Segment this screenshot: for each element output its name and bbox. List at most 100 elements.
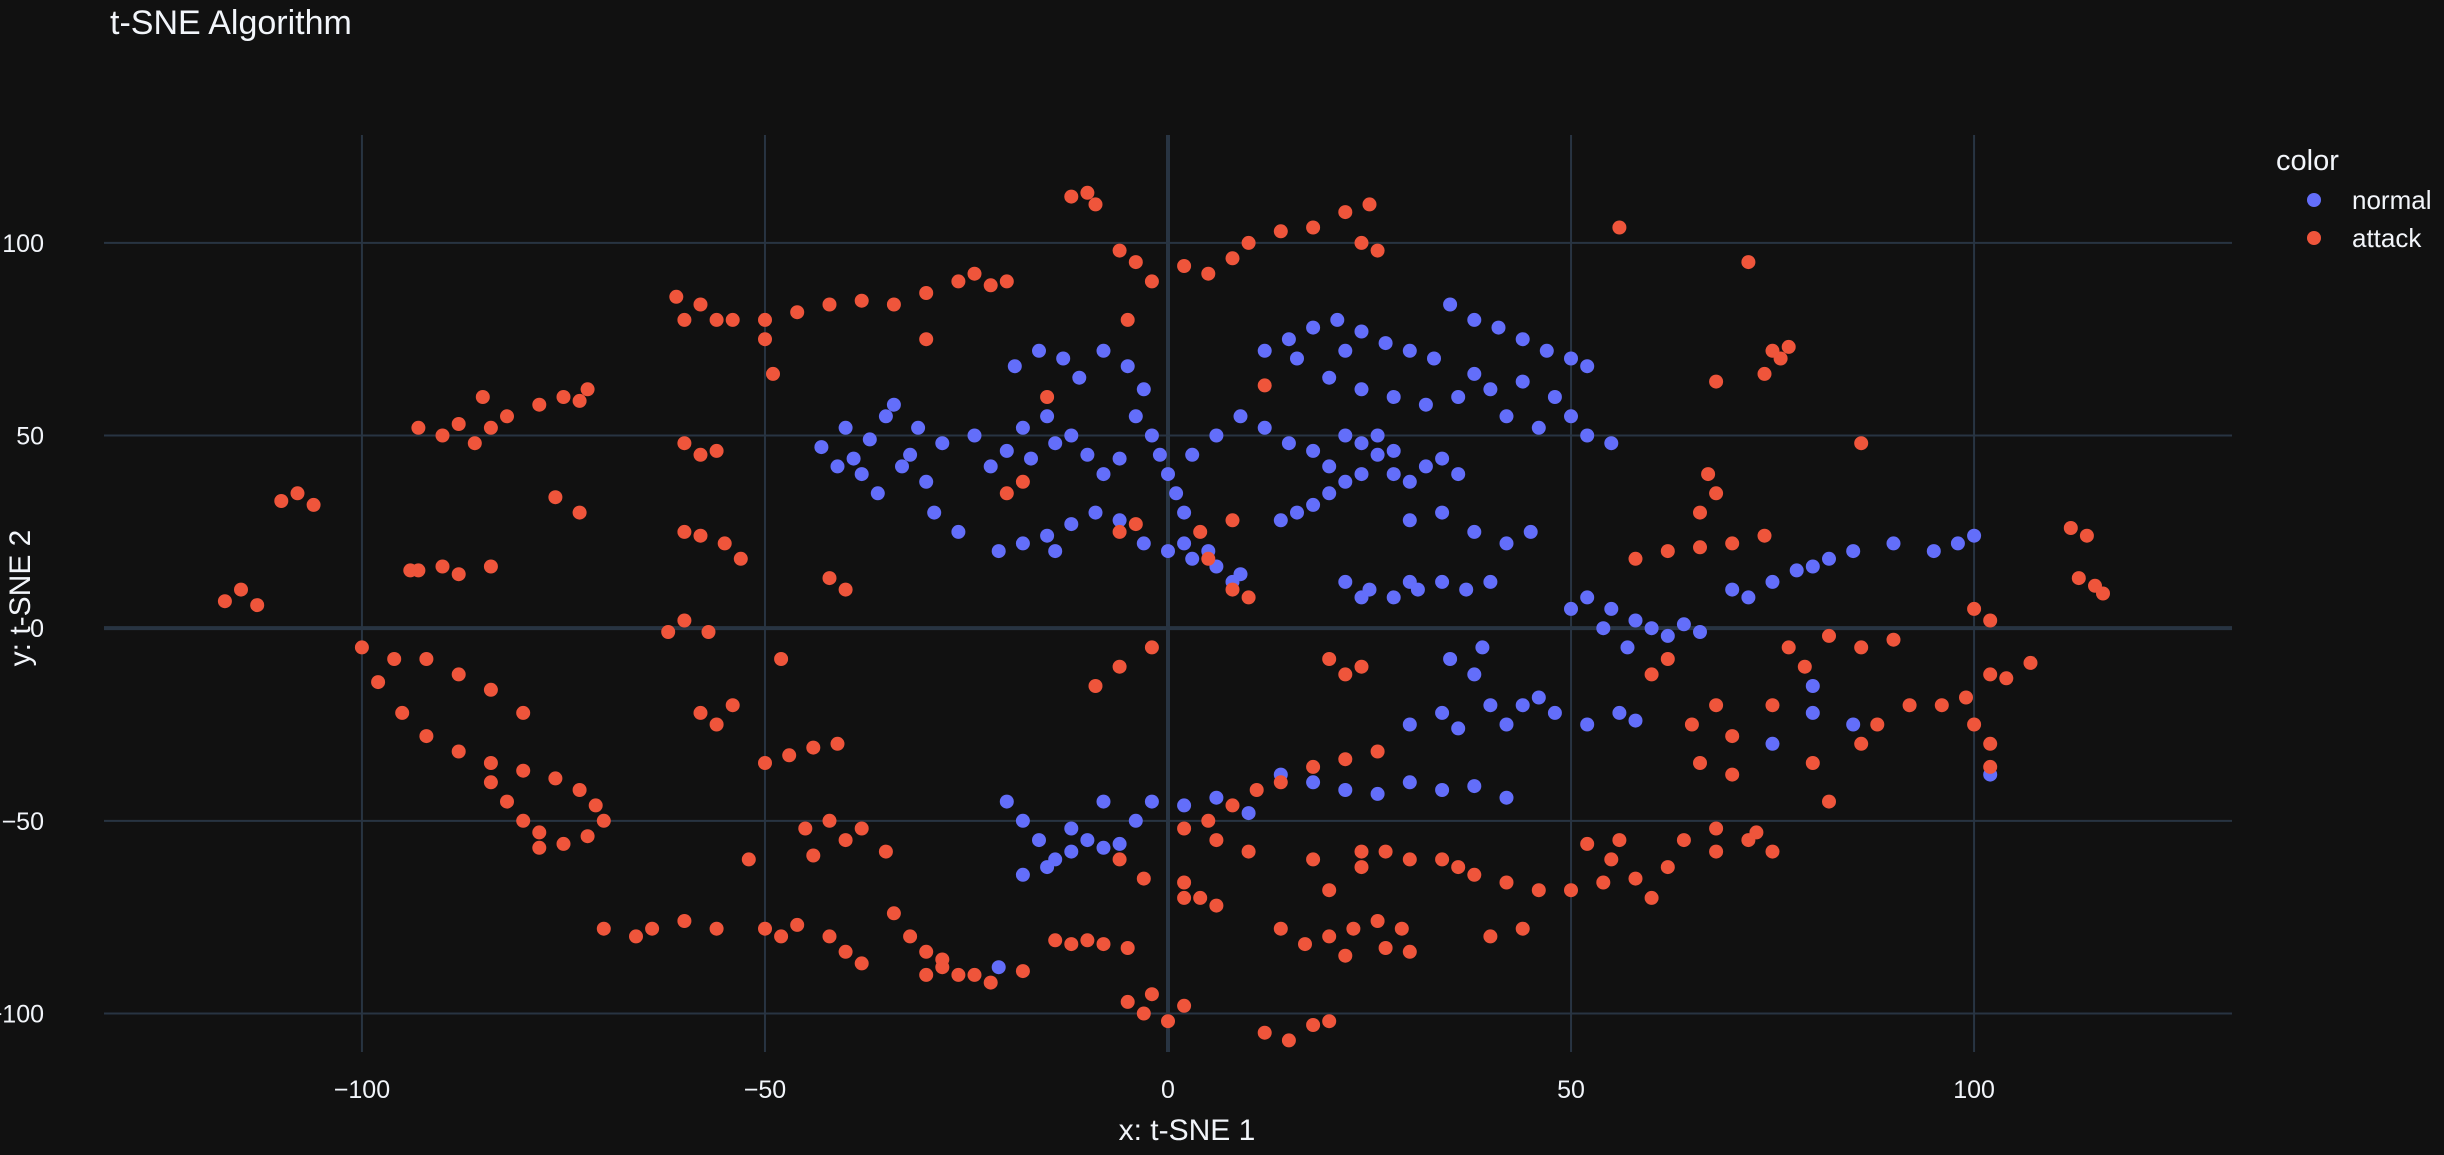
data-point-attack	[935, 952, 950, 967]
data-point-attack	[1144, 640, 1159, 655]
data-point-attack	[1628, 871, 1643, 886]
data-point-attack	[1781, 640, 1796, 655]
data-point-normal	[1378, 336, 1393, 351]
legend-item-normal[interactable]: normal	[2307, 185, 2431, 215]
data-point-normal	[1805, 679, 1820, 693]
data-point-attack	[1370, 914, 1385, 928]
data-point-attack	[1088, 679, 1103, 693]
data-point-normal	[895, 459, 909, 474]
data-point-attack	[516, 705, 531, 720]
data-point-normal	[1354, 436, 1369, 451]
data-point-attack	[1749, 825, 1764, 840]
data-point-attack	[1362, 197, 1377, 212]
data-point-attack	[1854, 436, 1869, 451]
data-point-attack	[677, 436, 692, 451]
data-point-attack	[395, 705, 410, 720]
data-point-normal	[1564, 601, 1578, 616]
data-point-attack	[290, 486, 305, 501]
data-point-normal	[1338, 783, 1353, 797]
data-point-normal	[1161, 544, 1175, 559]
data-point-attack	[919, 944, 934, 959]
data-point-normal	[1096, 794, 1111, 809]
data-point-normal	[1467, 366, 1482, 381]
data-point-attack	[1144, 274, 1159, 289]
data-points	[217, 185, 2110, 1048]
data-point-normal	[935, 436, 950, 451]
data-point-normal	[1950, 536, 1965, 551]
data-point-attack	[983, 278, 998, 293]
legend-marker-normal	[2307, 193, 2321, 207]
data-point-normal	[1015, 420, 1030, 435]
data-point-attack	[1709, 486, 1724, 501]
data-point-normal	[1112, 836, 1127, 851]
data-point-attack	[516, 813, 531, 828]
data-point-normal	[1306, 320, 1321, 335]
data-point-attack	[1604, 852, 1619, 867]
data-point-attack	[548, 490, 563, 505]
data-point-attack	[725, 698, 740, 713]
data-point-normal	[1330, 312, 1345, 327]
data-point-attack	[1015, 474, 1030, 489]
data-point-normal	[1467, 667, 1482, 682]
data-point-normal	[1144, 428, 1159, 443]
data-point-normal	[838, 420, 853, 435]
data-point-normal	[1459, 582, 1474, 597]
data-point-attack	[1306, 852, 1321, 867]
data-point-normal	[1531, 420, 1546, 435]
y-tick-label: −100	[0, 1000, 44, 1028]
chart-title: t-SNE Algorithm	[110, 4, 352, 42]
data-point-normal	[1024, 451, 1038, 466]
data-point-attack	[733, 551, 748, 566]
data-point-attack	[1725, 767, 1740, 782]
data-point-normal	[1402, 775, 1417, 790]
data-point-normal	[1564, 409, 1578, 424]
x-tick-label: 100	[1953, 1076, 1995, 1104]
data-point-normal	[1040, 528, 1055, 543]
legend: color normal attack	[2276, 145, 2431, 253]
data-point-attack	[1354, 235, 1369, 250]
data-point-attack	[1225, 513, 1240, 528]
legend-marker-attack	[2307, 231, 2321, 245]
data-point-normal	[1580, 717, 1595, 732]
data-point-attack	[1209, 898, 1224, 913]
data-point-attack	[661, 625, 676, 639]
data-point-attack	[483, 775, 498, 790]
data-point-normal	[1967, 528, 1982, 543]
data-point-normal	[1547, 705, 1562, 720]
data-point-normal	[1386, 443, 1401, 458]
data-point-attack	[838, 944, 853, 959]
data-point-attack	[419, 729, 434, 744]
data-point-normal	[1418, 397, 1433, 412]
legend-item-attack[interactable]: attack	[2307, 223, 2422, 253]
data-point-attack	[419, 652, 434, 666]
data-point-attack	[669, 289, 684, 304]
data-point-attack	[790, 305, 805, 320]
data-point-attack	[717, 536, 732, 551]
grid	[104, 135, 2232, 1052]
data-point-attack	[1322, 652, 1337, 666]
data-point-normal	[1306, 497, 1321, 512]
data-point-normal	[1402, 717, 1417, 732]
data-point-attack	[1483, 929, 1498, 944]
y-tick-label: 0	[30, 615, 44, 643]
data-point-attack	[1370, 744, 1385, 759]
data-point-normal	[1257, 420, 1272, 435]
data-point-normal	[1257, 343, 1272, 358]
data-point-attack	[1322, 929, 1337, 944]
data-point-attack	[1781, 339, 1796, 354]
data-point-normal	[1483, 574, 1498, 589]
data-point-normal	[830, 459, 845, 474]
data-point-normal	[1096, 343, 1111, 358]
data-point-attack	[1120, 312, 1135, 327]
data-point-attack	[1161, 1014, 1175, 1029]
data-point-normal	[1136, 536, 1151, 551]
data-point-attack	[1693, 505, 1707, 520]
data-point-attack	[1725, 536, 1740, 551]
data-point-attack	[766, 366, 780, 381]
data-point-normal	[1612, 705, 1627, 720]
data-point-attack	[1660, 652, 1675, 666]
data-point-normal	[1056, 351, 1071, 366]
data-point-attack	[854, 293, 869, 308]
data-point-attack	[1959, 690, 1973, 705]
data-point-normal	[1096, 840, 1111, 855]
